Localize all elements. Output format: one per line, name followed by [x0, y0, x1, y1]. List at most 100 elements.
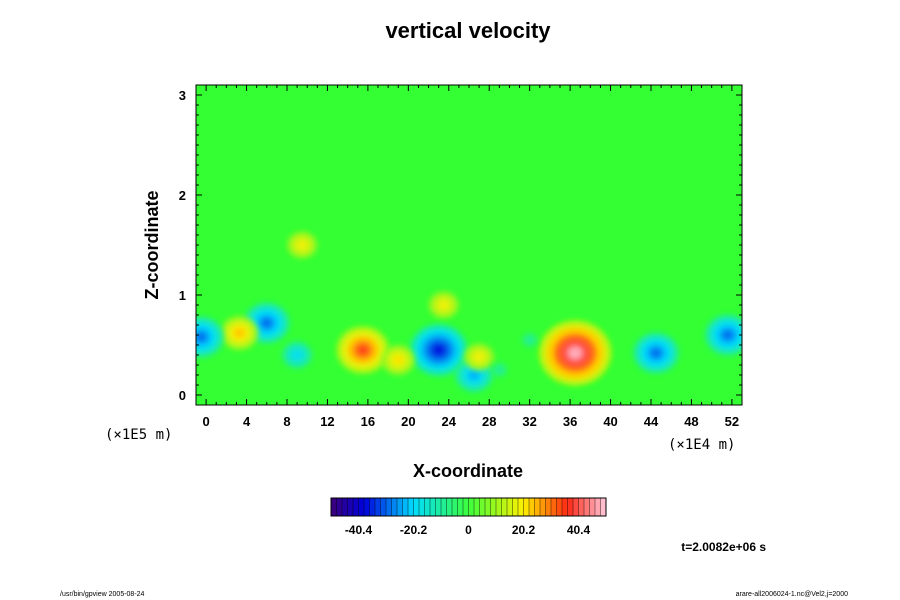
colorbar-cell	[567, 498, 574, 516]
colorbar-cell	[545, 498, 552, 516]
x-axis-ticks: 0 4 8 12 16 20 24 28 32 36 40 44 48 52	[195, 85, 743, 429]
colorbar-cell	[562, 498, 568, 516]
colorbar-cell	[589, 498, 596, 516]
x-tick-label: 16	[361, 414, 375, 429]
colorbar: -40.4 -20.2 0 20.2 40.4	[330, 497, 607, 537]
x-tick-label: 0	[202, 414, 209, 429]
field-contour	[723, 330, 733, 340]
colorbar-cell	[353, 498, 359, 516]
colorbar-cell	[424, 498, 431, 516]
colorbar-cell	[430, 498, 436, 516]
x-tick-label: 44	[644, 414, 659, 429]
y-axis-label: Z-coordinate	[142, 190, 162, 299]
colorbar-cell	[441, 498, 447, 516]
colorbar-cell	[523, 498, 530, 516]
field-contour	[567, 346, 583, 360]
x-tick-label: 32	[522, 414, 536, 429]
colorbar-cell	[518, 498, 524, 516]
chart-title: vertical velocity	[385, 18, 551, 43]
colorbar-cell	[556, 498, 563, 516]
colorbar-cell	[375, 498, 381, 516]
colorbar-cell	[364, 498, 370, 516]
colorbar-frame	[330, 497, 607, 517]
field-feature	[196, 316, 224, 358]
colorbar-cell	[347, 498, 354, 516]
field-contour	[440, 302, 447, 308]
colorbar-cell	[534, 498, 541, 516]
colorbar-cell	[490, 498, 497, 516]
x-tick-label: 52	[725, 414, 739, 429]
colorbar-cell	[600, 498, 607, 516]
colorbar-tick-label: 20.2	[512, 523, 536, 537]
field-feature	[522, 333, 538, 347]
colorbar-cell	[369, 498, 376, 516]
colorbar-cell	[474, 498, 480, 516]
colorbar-cell	[342, 498, 348, 516]
y-tick-label: 2	[179, 188, 186, 203]
colorbar-tick-label: -40.4	[345, 523, 373, 537]
field-contour	[235, 329, 244, 337]
colorbar-cell	[435, 498, 442, 516]
colorbar-cell	[540, 498, 546, 516]
colorbar-cell	[358, 498, 365, 516]
x-tick-label: 24	[442, 414, 457, 429]
x-tick-label: 28	[482, 414, 496, 429]
field-contour	[528, 338, 532, 342]
colorbar-cell	[501, 498, 508, 516]
field-feature	[464, 343, 495, 371]
field-contour	[476, 354, 483, 360]
field-feature	[336, 326, 390, 374]
colorbar-cell	[397, 498, 403, 516]
field-feature	[428, 291, 459, 319]
x-tick-label: 48	[684, 414, 698, 429]
colorbar-cell	[446, 498, 453, 516]
colorbar-cell	[507, 498, 513, 516]
x-axis-label: X-coordinate	[413, 461, 523, 481]
field-contour	[294, 352, 301, 358]
colorbar-tick-label: 0	[465, 523, 472, 537]
field-feature	[381, 345, 415, 375]
field-contour	[262, 318, 272, 328]
field-contour	[432, 344, 445, 356]
field-feature	[410, 324, 468, 376]
field-contour	[357, 345, 369, 355]
y-axis-ticks: 0 1 2 3	[179, 88, 742, 403]
colorbar-cell	[512, 498, 519, 516]
colorbar-cell	[551, 498, 557, 516]
colorbar-cell	[402, 498, 409, 516]
field-contour	[651, 348, 661, 358]
colorbar-ticks: -40.4 -20.2 0 20.2 40.4	[345, 523, 591, 537]
field-feature	[220, 316, 259, 350]
colorbar-cell	[419, 498, 425, 516]
field-feature	[633, 332, 679, 374]
x-tick-label: 12	[320, 414, 334, 429]
z-scale-note: (×1E5 m)	[105, 427, 172, 443]
colorbar-cell	[595, 498, 601, 516]
time-label: t=2.0082e+06 s	[681, 540, 766, 554]
colorbar-tick-label: -20.2	[400, 523, 428, 537]
field-contour	[470, 371, 478, 379]
colorbar-cell	[573, 498, 579, 516]
x-tick-label: 36	[563, 414, 577, 429]
colorbar-cell	[391, 498, 398, 516]
x-tick-label: 40	[603, 414, 617, 429]
colorbar-cell	[457, 498, 464, 516]
x-tick-label: 4	[243, 414, 251, 429]
colorbar-cell	[331, 498, 337, 516]
field-contour	[299, 242, 306, 248]
y-tick-label: 0	[179, 388, 186, 403]
y-tick-label: 1	[179, 288, 186, 303]
colorbar-cell	[578, 498, 585, 516]
colorbar-cell	[413, 498, 420, 516]
colorbar-cell	[380, 498, 387, 516]
colorbar-cells	[330, 498, 607, 516]
field-feature	[491, 363, 507, 377]
colorbar-cell	[529, 498, 535, 516]
footer-left: /usr/bin/gpview 2005-08-24	[60, 591, 145, 598]
x-tick-label: 8	[283, 414, 290, 429]
colorbar-cell	[336, 498, 343, 516]
colorbar-cell	[479, 498, 486, 516]
colorbar-cell	[408, 498, 414, 516]
